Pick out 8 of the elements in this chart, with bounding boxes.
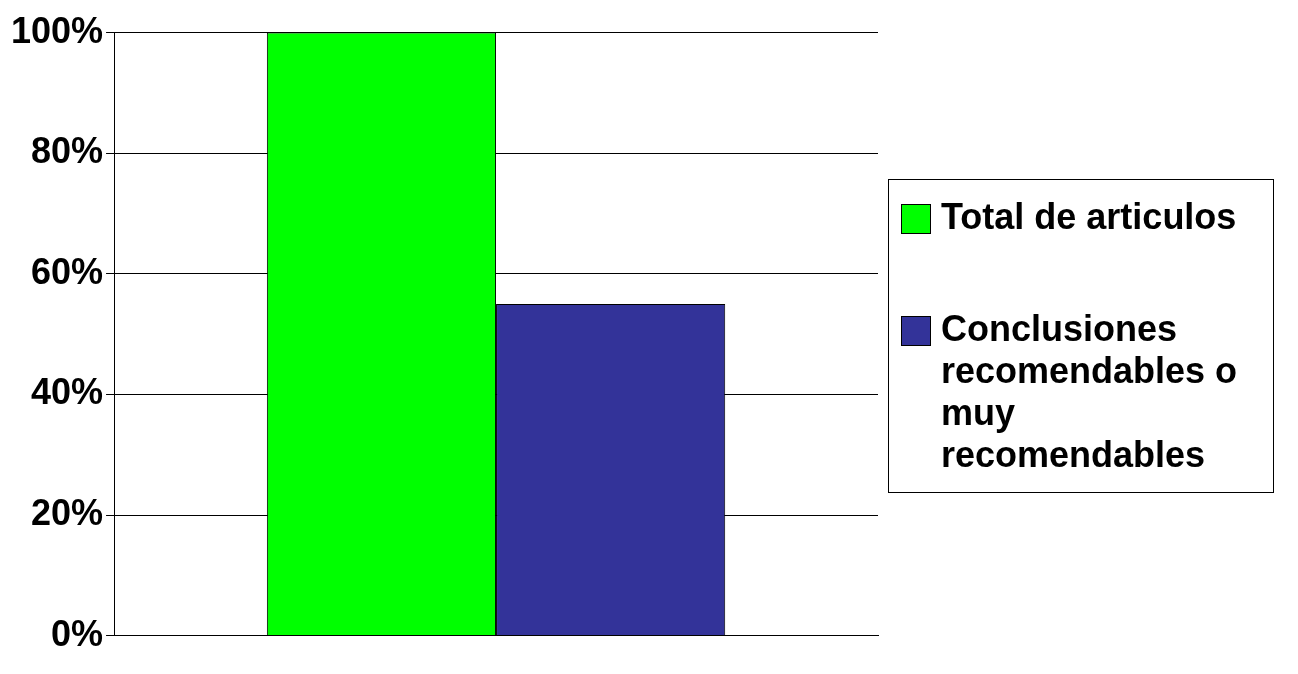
legend-label: Conclusiones recomendables o muy recomendables <box>941 308 1239 476</box>
y-tick-label: 60% <box>31 250 104 292</box>
y-tick-label: 40% <box>31 371 104 413</box>
y-tick-label: 80% <box>31 130 104 172</box>
y-tick-label: 100% <box>11 9 104 51</box>
legend-label: Total de articulos <box>941 196 1237 238</box>
y-tick-label: 0% <box>51 612 104 654</box>
y-tick-label: 20% <box>31 491 104 533</box>
